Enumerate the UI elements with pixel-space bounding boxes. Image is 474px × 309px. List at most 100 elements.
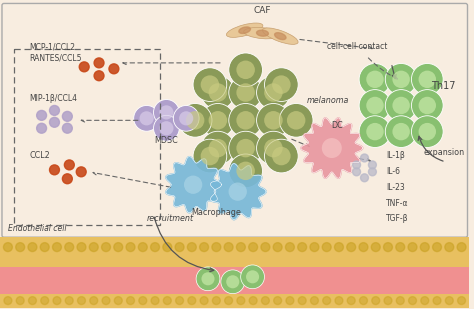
Circle shape	[272, 75, 291, 94]
Ellipse shape	[256, 30, 268, 36]
Circle shape	[264, 83, 283, 102]
Circle shape	[322, 243, 331, 252]
Circle shape	[361, 154, 368, 162]
Circle shape	[421, 297, 429, 305]
Circle shape	[186, 111, 204, 129]
Circle shape	[201, 131, 235, 165]
Bar	[0, 267, 469, 307]
Circle shape	[184, 176, 202, 194]
Circle shape	[126, 243, 135, 252]
Circle shape	[310, 243, 319, 252]
Circle shape	[419, 97, 436, 114]
Circle shape	[63, 123, 73, 133]
Text: melanoma: melanoma	[307, 96, 349, 105]
Ellipse shape	[274, 33, 286, 40]
Circle shape	[36, 110, 46, 120]
Circle shape	[420, 243, 429, 252]
Circle shape	[138, 243, 147, 252]
Circle shape	[237, 243, 246, 252]
Circle shape	[237, 61, 255, 79]
Circle shape	[159, 121, 173, 135]
Circle shape	[272, 147, 291, 165]
Circle shape	[53, 243, 62, 252]
Text: IL-23: IL-23	[386, 183, 405, 192]
Circle shape	[361, 174, 368, 182]
Circle shape	[241, 265, 264, 289]
Polygon shape	[166, 157, 221, 213]
Circle shape	[433, 297, 441, 305]
Circle shape	[335, 297, 343, 305]
Circle shape	[396, 297, 404, 305]
Polygon shape	[210, 163, 266, 220]
Circle shape	[200, 243, 209, 252]
Circle shape	[264, 111, 283, 129]
Circle shape	[359, 63, 391, 95]
Bar	[0, 294, 469, 307]
Circle shape	[310, 297, 319, 305]
Circle shape	[279, 104, 313, 137]
Circle shape	[347, 297, 355, 305]
Circle shape	[16, 297, 24, 305]
Circle shape	[359, 116, 391, 147]
Circle shape	[63, 112, 73, 121]
Circle shape	[261, 243, 270, 252]
Circle shape	[228, 183, 247, 201]
Text: TGF-β: TGF-β	[386, 214, 409, 223]
Circle shape	[90, 297, 98, 305]
Circle shape	[237, 162, 255, 180]
Circle shape	[359, 90, 391, 121]
Circle shape	[237, 297, 245, 305]
Circle shape	[179, 111, 193, 125]
Circle shape	[78, 297, 85, 305]
Circle shape	[353, 161, 361, 169]
Circle shape	[187, 243, 196, 252]
Circle shape	[212, 297, 220, 305]
Circle shape	[256, 76, 290, 109]
Circle shape	[264, 68, 298, 101]
Text: CCL2: CCL2	[30, 151, 50, 160]
Text: cell-cell contact: cell-cell contact	[327, 42, 387, 51]
Circle shape	[383, 243, 392, 252]
Circle shape	[372, 297, 380, 305]
Circle shape	[287, 111, 305, 129]
Circle shape	[109, 64, 119, 74]
Text: IL-6: IL-6	[386, 167, 400, 176]
Circle shape	[49, 105, 59, 115]
Circle shape	[28, 243, 37, 252]
Circle shape	[4, 297, 12, 305]
Circle shape	[64, 160, 74, 170]
Circle shape	[201, 76, 235, 109]
Circle shape	[79, 62, 89, 72]
Circle shape	[457, 243, 466, 252]
Circle shape	[77, 243, 86, 252]
Text: Macrophage: Macrophage	[191, 208, 241, 218]
Ellipse shape	[263, 28, 298, 44]
Circle shape	[249, 297, 257, 305]
Circle shape	[368, 161, 376, 169]
Circle shape	[226, 275, 239, 288]
Circle shape	[193, 68, 227, 101]
Circle shape	[392, 97, 410, 114]
Circle shape	[154, 99, 179, 125]
Circle shape	[385, 63, 417, 95]
Circle shape	[353, 168, 361, 176]
Text: MCP-1/CCL2: MCP-1/CCL2	[30, 42, 76, 51]
Circle shape	[347, 243, 356, 252]
Circle shape	[201, 104, 235, 137]
Circle shape	[102, 297, 110, 305]
Circle shape	[173, 105, 199, 131]
Circle shape	[411, 116, 443, 147]
Circle shape	[201, 75, 219, 94]
Circle shape	[229, 104, 263, 137]
Circle shape	[392, 123, 410, 140]
Circle shape	[65, 243, 73, 252]
Circle shape	[249, 243, 257, 252]
Circle shape	[229, 131, 263, 165]
Circle shape	[193, 139, 227, 173]
Text: MIP-1β/CCL4: MIP-1β/CCL4	[30, 94, 78, 103]
Circle shape	[209, 83, 227, 102]
Text: DC: DC	[331, 121, 343, 130]
Circle shape	[163, 243, 172, 252]
Circle shape	[28, 297, 36, 305]
Text: recruitment: recruitment	[146, 214, 194, 223]
